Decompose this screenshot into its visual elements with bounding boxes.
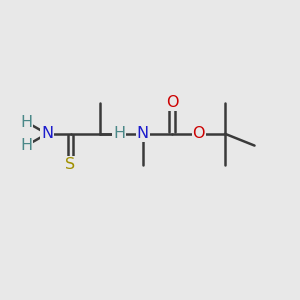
- Text: H: H: [20, 115, 32, 130]
- Text: O: O: [166, 95, 178, 110]
- Text: O: O: [192, 126, 205, 141]
- Text: N: N: [41, 126, 53, 141]
- Text: H: H: [20, 138, 32, 153]
- Text: H: H: [113, 126, 125, 141]
- Text: S: S: [65, 157, 76, 172]
- Text: N: N: [136, 126, 149, 141]
